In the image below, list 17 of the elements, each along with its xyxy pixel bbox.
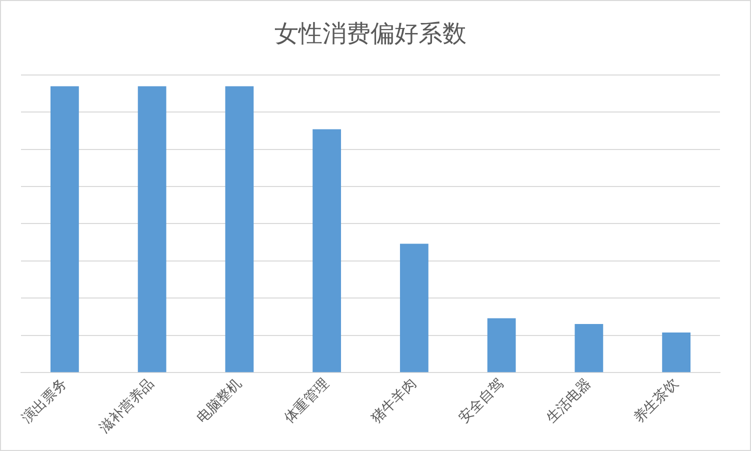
bar bbox=[225, 86, 254, 372]
x-tick-label: 电脑整机 bbox=[194, 376, 245, 427]
x-tick-label: 生活电器 bbox=[543, 376, 594, 427]
x-tick-label: 安全自驾 bbox=[456, 376, 507, 427]
x-tick-label: 猪牛羊肉 bbox=[368, 376, 420, 427]
bar bbox=[312, 129, 342, 372]
x-tick-label: 滋补营养品 bbox=[96, 376, 158, 436]
chart-title: 女性消费偏好系数 bbox=[274, 20, 466, 48]
bar bbox=[138, 86, 166, 372]
bar bbox=[400, 244, 428, 372]
x-tick-label: 体重管理 bbox=[281, 376, 332, 427]
bar bbox=[574, 324, 604, 372]
bar bbox=[662, 332, 691, 372]
bar bbox=[50, 86, 79, 372]
x-tick-label: 养生茶饮 bbox=[630, 376, 682, 427]
x-tick-label: 演出票务 bbox=[19, 376, 70, 427]
bar bbox=[487, 318, 516, 372]
